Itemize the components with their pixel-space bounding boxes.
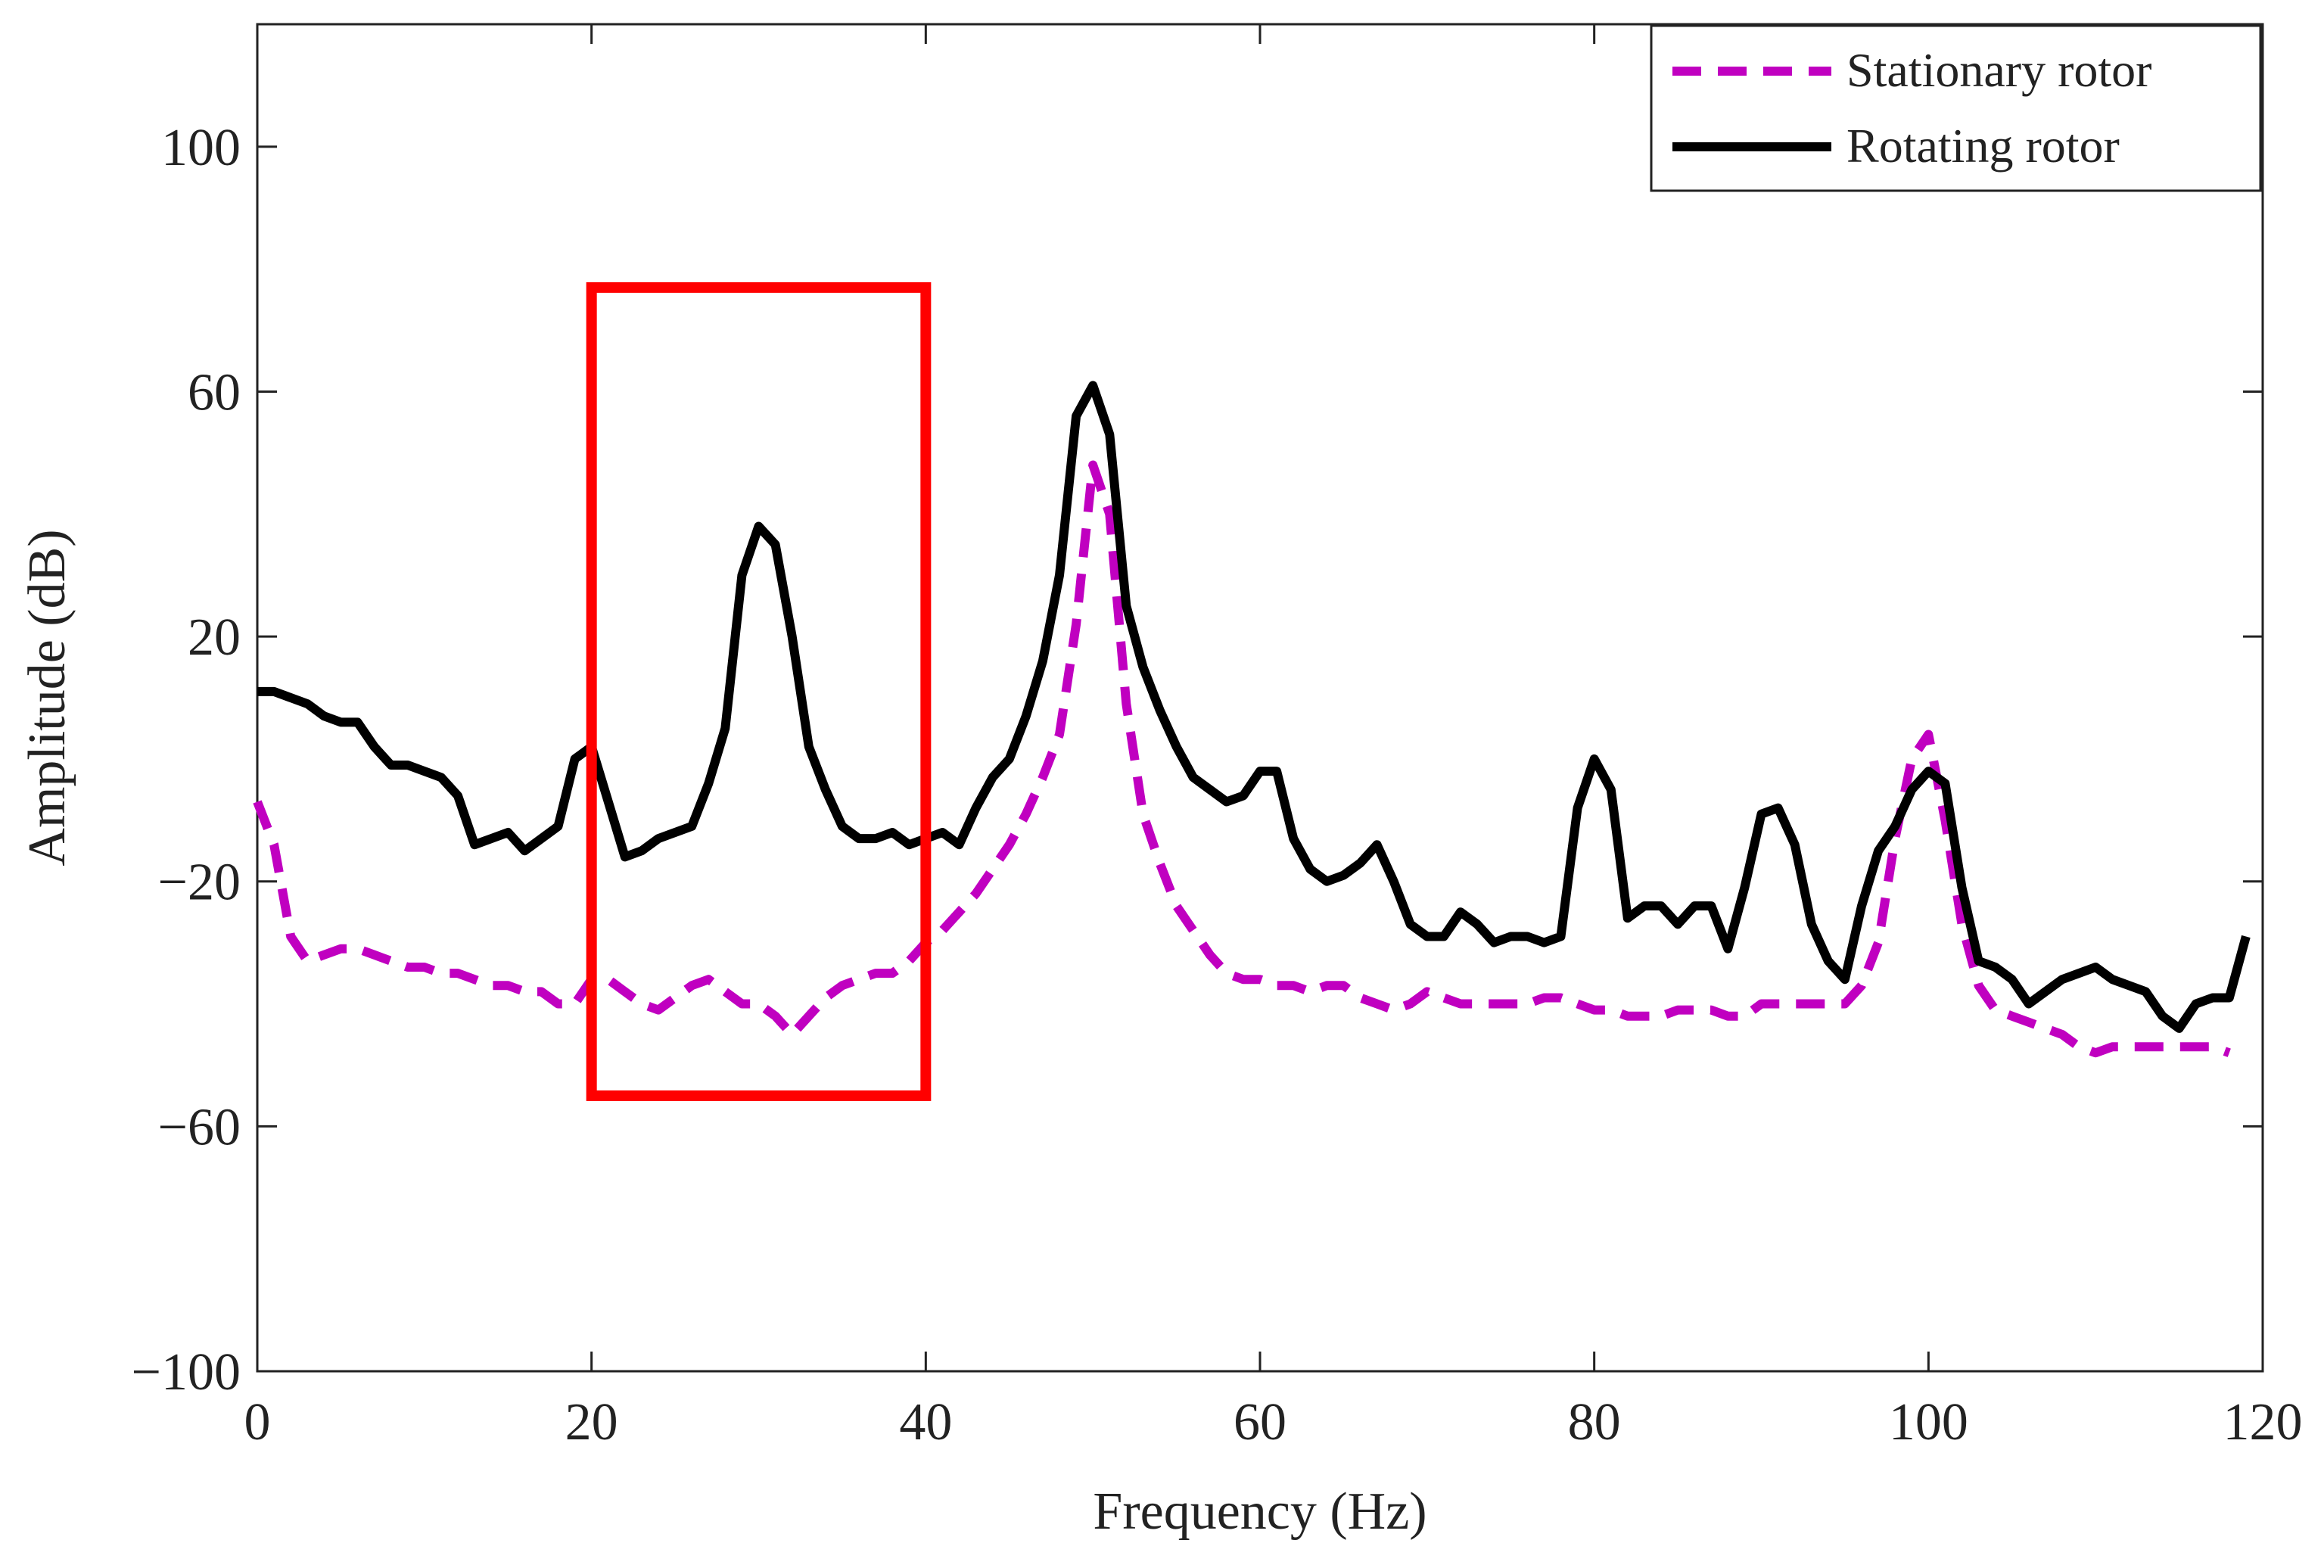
legend: Stationary rotor Rotating rotor [1650,24,2262,192]
y-tick-labels: −100 −60 −20 20 60 100 [132,119,241,1402]
x-tick-labels: 0 20 40 60 80 100 120 [244,1393,2303,1451]
x-tick-label: 0 [244,1393,271,1451]
annotation-layer [586,282,932,1101]
x-axis-label: Frequency (Hz) [1093,1482,1426,1541]
x-tick-label: 100 [1889,1393,1968,1451]
y-tick-label: −20 [158,854,241,912]
y-tick-label: 100 [161,119,241,177]
x-tick-label: 80 [1568,1393,1621,1451]
y-tick-label: 60 [188,363,241,422]
legend-label-rotating: Rotating rotor [1846,119,2120,173]
y-axis-label: Amplitude (dB) [18,529,76,866]
legend-box [1650,24,2262,192]
x-tick-label: 40 [899,1393,952,1451]
legend-label-stationary: Stationary rotor [1846,43,2151,97]
x-tick-label: 60 [1234,1393,1286,1451]
y-tick-label: 20 [188,608,241,667]
y-tick-label: −100 [132,1343,241,1402]
x-tick-label: 120 [2223,1393,2303,1451]
highlight-rectangle [586,282,932,1101]
x-tick-label: 20 [565,1393,618,1451]
y-tick-label: −60 [158,1098,241,1156]
